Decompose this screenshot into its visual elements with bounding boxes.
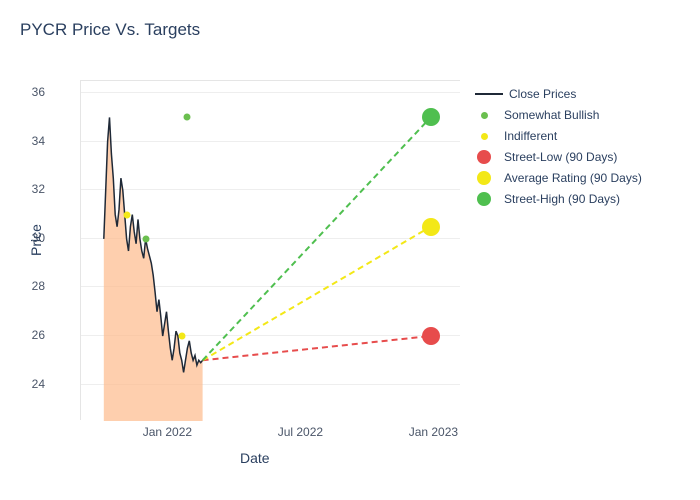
x-tick: Jan 2022 xyxy=(143,425,192,439)
legend-marker xyxy=(477,192,491,206)
target-dot xyxy=(422,327,440,345)
legend-item: Indifferent xyxy=(475,127,642,145)
y-tick: 32 xyxy=(32,182,45,196)
y-tick: 36 xyxy=(32,85,45,99)
legend-marker xyxy=(477,150,491,164)
legend-marker xyxy=(477,171,491,185)
x-tick: Jan 2023 xyxy=(409,425,458,439)
legend: Close Prices Somewhat Bullish Indifferent S… xyxy=(475,85,642,211)
legend-item: Street-Low (90 Days) xyxy=(475,148,642,166)
legend-label: Street-Low (90 Days) xyxy=(504,150,617,164)
legend-label: Street-High (90 Days) xyxy=(504,192,620,206)
price-area xyxy=(104,117,203,421)
price-line-chart xyxy=(81,81,461,421)
legend-label: Somewhat Bullish xyxy=(504,108,599,122)
legend-label: Indifferent xyxy=(504,129,557,143)
y-tick: 26 xyxy=(32,328,45,342)
chart-container: PYCR Price Vs. Targets Price Date 242628… xyxy=(0,0,700,500)
legend-marker xyxy=(475,93,503,95)
legend-item: Somewhat Bullish xyxy=(475,106,642,124)
legend-marker xyxy=(481,112,488,119)
projection-line xyxy=(203,336,431,360)
legend-item: Street-High (90 Days) xyxy=(475,190,642,208)
projection-line xyxy=(203,117,431,360)
x-tick: Jul 2022 xyxy=(278,425,323,439)
rating-dot xyxy=(123,211,130,218)
legend-item: Close Prices xyxy=(475,85,642,103)
rating-dot xyxy=(142,235,149,242)
target-dot xyxy=(422,218,440,236)
y-tick: 28 xyxy=(32,279,45,293)
y-tick: 24 xyxy=(32,377,45,391)
legend-label: Average Rating (90 Days) xyxy=(504,171,642,185)
plot-area xyxy=(80,80,460,420)
legend-label: Close Prices xyxy=(509,87,576,101)
x-axis-label: Date xyxy=(240,450,270,466)
chart-title: PYCR Price Vs. Targets xyxy=(20,20,690,40)
chart-wrap: Price Date 24262830323436 Jan 2022Jul 20… xyxy=(10,60,690,490)
legend-marker xyxy=(481,133,488,140)
legend-item: Average Rating (90 Days) xyxy=(475,169,642,187)
y-tick: 30 xyxy=(32,231,45,245)
target-dot xyxy=(422,108,440,126)
rating-dot xyxy=(178,333,185,340)
y-tick: 34 xyxy=(32,134,45,148)
rating-dot xyxy=(184,114,191,121)
